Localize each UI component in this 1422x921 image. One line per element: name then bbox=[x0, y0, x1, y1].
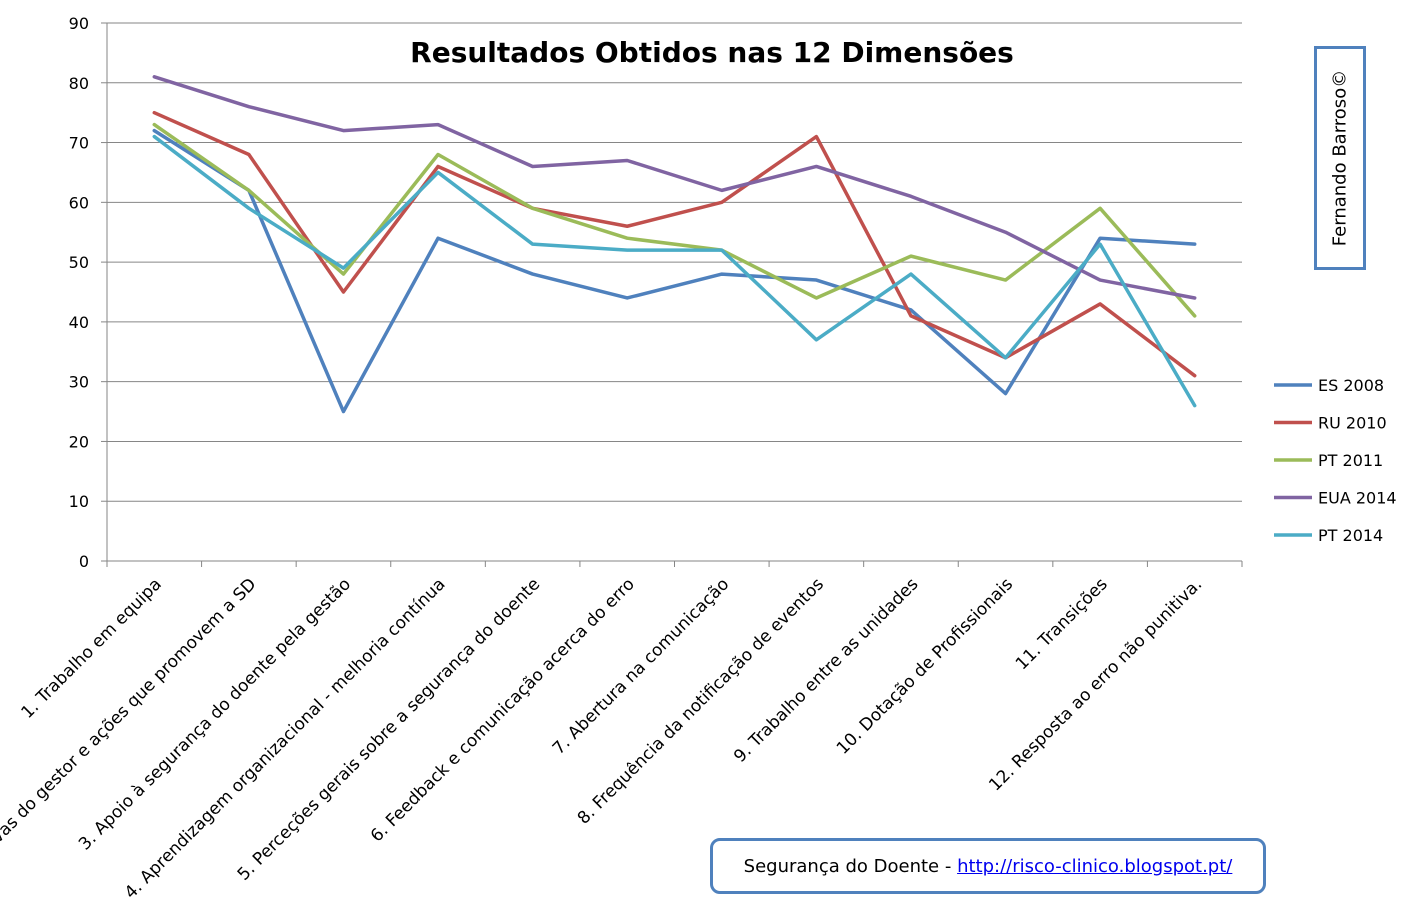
series-line-ru-2010 bbox=[152, 110, 1197, 378]
y-tick-label: 60 bbox=[69, 193, 89, 212]
legend-label: PT 2014 bbox=[1318, 526, 1383, 545]
source-link[interactable]: http://risco-clinico.blogspot.pt/ bbox=[957, 855, 1233, 877]
source-box: Segurança do Doente - http://risco-clini… bbox=[710, 838, 1266, 894]
y-tick-label: 0 bbox=[79, 552, 89, 571]
x-category-label: 11. Transições bbox=[1012, 574, 1112, 674]
chart-series bbox=[152, 75, 1197, 414]
chart-legend: ES 2008 RU 2010 PT 2011 EUA 2014 PT 2014 bbox=[1274, 376, 1397, 545]
x-category-label: 9. Trabalho entre as unidades bbox=[730, 574, 922, 766]
y-tick-label: 70 bbox=[69, 134, 89, 153]
y-tick-label: 20 bbox=[69, 432, 89, 451]
y-tick-label: 30 bbox=[69, 373, 89, 392]
chart-title: Resultados Obtidos nas 12 Dimensões bbox=[410, 36, 1014, 69]
series-line-pt-2014 bbox=[152, 134, 1197, 408]
x-category-label: 12. Resposta ao erro não punitiva. bbox=[985, 574, 1206, 795]
y-tick-label: 10 bbox=[69, 492, 89, 511]
legend-label: ES 2008 bbox=[1318, 376, 1384, 395]
legend-label: PT 2011 bbox=[1318, 451, 1383, 470]
x-category-label: 10. Dotação de Profissionais bbox=[833, 574, 1017, 758]
source-label: Segurança do Doente - bbox=[743, 855, 958, 877]
author-label: Fernando Barroso© bbox=[1329, 69, 1351, 247]
y-tick-label: 90 bbox=[69, 14, 89, 33]
chart-grid bbox=[101, 22, 1243, 567]
series-line-es-2008 bbox=[152, 128, 1197, 414]
legend-label: RU 2010 bbox=[1318, 414, 1387, 433]
author-box: Fernando Barroso© bbox=[1314, 46, 1366, 270]
series-line-eua-2014 bbox=[152, 75, 1197, 300]
y-tick-label: 80 bbox=[69, 74, 89, 93]
y-tick-label: 40 bbox=[69, 313, 89, 332]
y-tick-label: 50 bbox=[69, 253, 89, 272]
x-category-label: 2. Expetativas do gestor e ações que pro… bbox=[0, 574, 260, 912]
x-category-label: 4. Aprendizagem organizacional - melhori… bbox=[121, 574, 450, 903]
legend-label: EUA 2014 bbox=[1318, 489, 1397, 508]
x-category-label: 7. Abertura na comunicação bbox=[549, 574, 733, 758]
y-axis-ticks: 0 10 20 30 40 50 60 70 80 90 bbox=[69, 14, 89, 571]
